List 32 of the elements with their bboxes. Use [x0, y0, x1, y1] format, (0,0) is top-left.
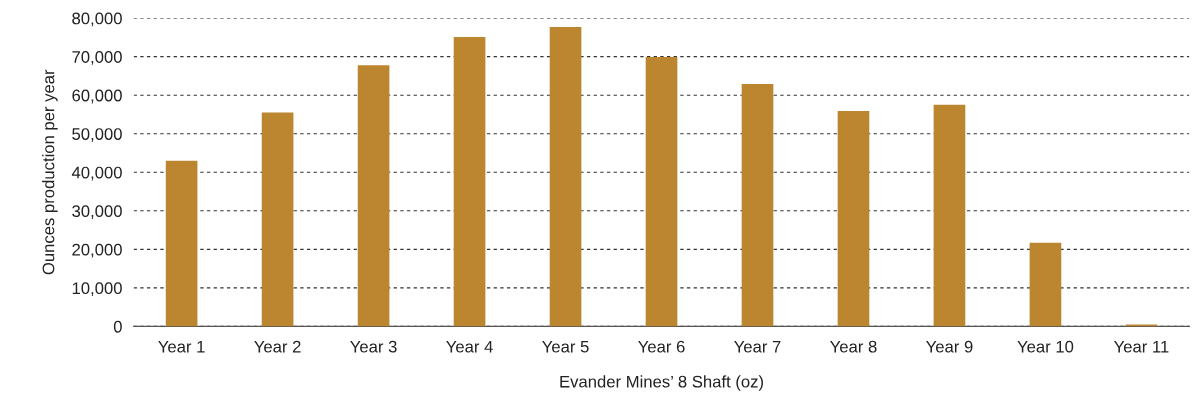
y-tick-label: 30,000 [72, 205, 122, 219]
y-tick-label: 70,000 [72, 51, 122, 65]
bar [645, 57, 678, 327]
y-tick-label: 10,000 [72, 282, 122, 297]
y-tick-label: 60,000 [72, 89, 122, 104]
x-tick-label: Year 7 [734, 340, 781, 353]
y-axis-title: Ounces production per year [42, 69, 58, 275]
x-tick-label: Year 11 [1113, 340, 1169, 353]
x-tick-label: Year 8 [830, 340, 877, 353]
x-tick-label: Year 1 [158, 340, 205, 353]
x-axis-title: Evander Mines’ 8 Shaft (oz) [560, 375, 763, 391]
x-tick-label: Year 5 [542, 340, 589, 353]
bar [933, 104, 966, 327]
bar [453, 37, 486, 327]
bar [1029, 242, 1062, 327]
y-tick-label: 20,000 [72, 243, 122, 258]
x-tick-label: Year 10 [1017, 340, 1074, 353]
x-tick-label: Year 3 [350, 340, 397, 353]
y-tick-label: 40,000 [71, 166, 122, 181]
y-tick-label: 80,000 [72, 12, 122, 27]
x-tick-label: Year 2 [254, 340, 301, 353]
bar [165, 160, 198, 327]
y-tick-label: 50,000 [72, 128, 122, 142]
bar [741, 84, 774, 327]
bar [549, 27, 582, 327]
x-tick-label: Year 9 [926, 340, 973, 353]
x-tick-label: Year 6 [638, 340, 685, 353]
bar [357, 65, 390, 327]
y-tick-label: 0 [113, 320, 122, 333]
x-tick-label: Year 4 [446, 340, 493, 353]
bar [261, 112, 294, 327]
bar [837, 111, 870, 327]
